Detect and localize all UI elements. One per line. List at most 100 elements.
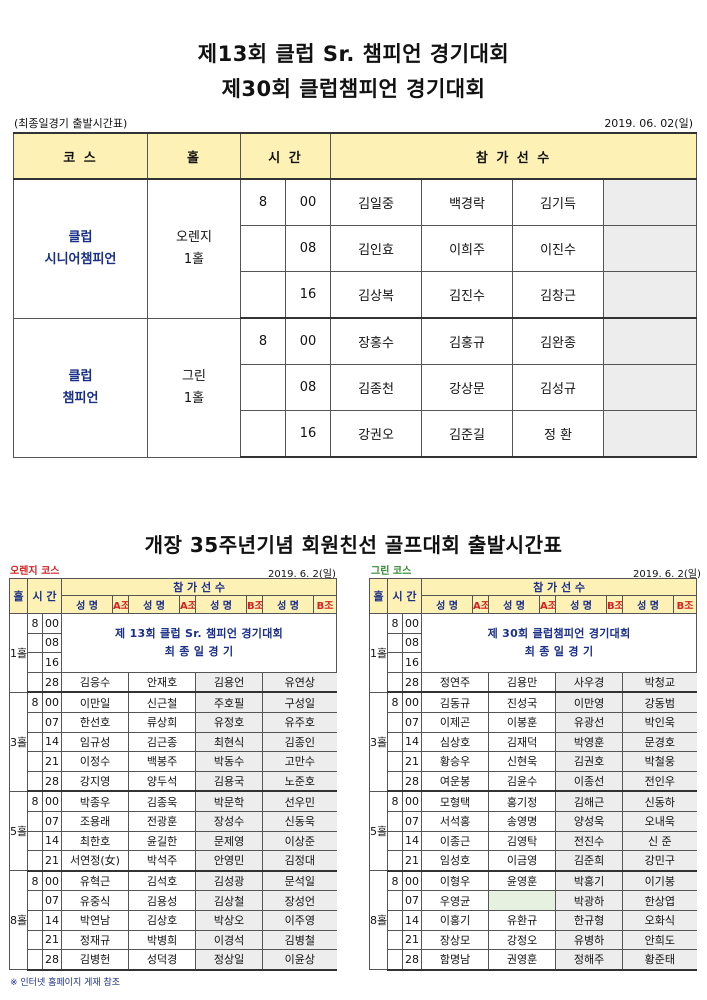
tee-hour	[387, 810, 403, 832]
tee-hour	[387, 652, 403, 673]
player-name: 문경호	[622, 731, 697, 753]
player-name: 안영민	[195, 850, 263, 872]
main-title-line2: 제30회 클럽챔피언 경기대회	[221, 77, 486, 101]
tee-hour	[387, 850, 403, 872]
tee-hour	[27, 890, 43, 911]
tee-minute: 16	[284, 271, 332, 319]
hole-label: 5홀	[9, 790, 28, 872]
note-line: 제 13회 클럽 Sr. 챔피언 경기대회	[115, 626, 284, 640]
player-name: 김응수	[61, 671, 129, 694]
player-name: 문석일	[262, 870, 337, 892]
player-name: 한선호	[61, 711, 129, 733]
group-label: A조	[539, 595, 557, 614]
tee-minute: 07	[401, 810, 423, 832]
tee-hour	[27, 909, 43, 931]
player-name: 박홍기	[555, 870, 623, 892]
player-name: 이형우	[421, 870, 489, 892]
player-name: 김상철	[195, 890, 263, 911]
tee-hour	[27, 671, 43, 694]
hole-name-line: 1홀	[183, 251, 205, 267]
tee-hour	[387, 830, 403, 852]
player-name: 이상준	[262, 830, 337, 852]
top-table-row: 16 강권오 김준길 정 환	[14, 410, 698, 458]
player-name: 강민구	[622, 850, 697, 872]
player-name: 김성광	[195, 870, 263, 892]
hole-label: 3홀	[369, 691, 388, 792]
player-name: 한상엽	[622, 890, 697, 911]
schedule-row: 28 정연주 김용만 사우경 박청교	[370, 671, 697, 694]
tee-hour	[27, 830, 43, 852]
tee-minute: 00	[284, 178, 332, 226]
championship-note: 제 30회 클럽챔피언 경기대회 최 종 일 경 기	[421, 613, 698, 673]
date-label: 2019. 06. 02(일)	[604, 117, 693, 130]
player-name: 류상희	[128, 711, 196, 733]
player-name: 강권오	[330, 410, 423, 458]
player-name: 김인효	[330, 225, 423, 272]
tee-minute: 28	[41, 949, 63, 971]
col-course: 코 스	[13, 132, 148, 180]
final-round-start-table: 코 스 홀 시 간 참 가 선 수 클럽 시니어챔피언 오렌지 1홀 8 00 김일중 백경락…	[13, 132, 698, 458]
course-name-line: 챔피언	[62, 390, 99, 406]
schedule-row: 21 서연정(女) 박석주 안영민 김정대	[10, 850, 337, 872]
player-name: 신 준	[622, 830, 697, 852]
schedule-row: 14 최한호 윤길한 문제영 이상준	[10, 830, 337, 852]
hole-label: 8홀	[369, 870, 388, 971]
tee-hour	[387, 909, 403, 931]
green-course-label: 그린 코스	[371, 566, 412, 577]
orange-date: 2019. 6. 2(일)	[268, 569, 336, 580]
name-label: 성 명	[195, 595, 248, 614]
player-name: 김종인	[262, 731, 337, 753]
hole-name: 그린 1홀	[147, 317, 241, 458]
tee-minute: 00	[284, 317, 332, 365]
tee-hour	[27, 731, 43, 753]
player-name: 김상복	[330, 271, 423, 319]
group-label: B조	[313, 595, 338, 614]
group-label: A조	[179, 595, 197, 614]
schedule-row: 3홀 8 00 김동규 진성국 이만영 강동범	[369, 691, 697, 792]
tee-hour: 8	[240, 178, 286, 226]
col-hole: 홀	[369, 578, 388, 614]
player-name: 박병희	[128, 929, 196, 951]
player-name: 진성국	[488, 691, 556, 713]
player-name: 강지영	[61, 770, 129, 793]
orange-course-label: 오렌지 코스	[10, 566, 60, 577]
schedule-row: 5홀 8 00 모형택 홍기정 김해근 신동하	[369, 790, 697, 872]
tee-hour: 8	[387, 613, 403, 634]
tee-hour	[27, 751, 43, 772]
player-name: 박광하	[555, 890, 623, 911]
tee-hour	[240, 271, 286, 319]
name-label: 성 명	[61, 595, 114, 614]
name-label: 성 명	[555, 595, 608, 614]
player-name: 성덕경	[128, 949, 196, 971]
player-name: 유혁근	[61, 870, 129, 892]
tee-minute: 16	[284, 410, 332, 458]
tee-hour	[387, 929, 403, 951]
player-name: 신현욱	[488, 751, 556, 772]
schedule-row: 08	[10, 632, 337, 654]
tee-minute: 21	[41, 929, 63, 951]
empty-player-slot	[603, 317, 698, 365]
name-label: 성 명	[488, 595, 541, 614]
tee-hour: 8	[27, 790, 43, 812]
player-name: 김정대	[262, 850, 337, 872]
player-name: 박연남	[61, 909, 129, 931]
schedule-row: 14 박연남 김상호 박상오 이주영	[10, 909, 337, 931]
tee-hour: 8	[27, 613, 43, 634]
tee-hour	[240, 225, 286, 272]
group-label: B조	[606, 595, 624, 614]
player-name: 정재규	[61, 929, 129, 951]
tee-hour	[387, 751, 403, 772]
tee-minute: 00	[41, 870, 63, 892]
note-line: 최 종 일 경 기	[164, 644, 234, 658]
player-name: 이윤상	[262, 949, 337, 971]
tee-minute: 07	[41, 711, 63, 733]
tee-minute: 21	[401, 850, 423, 872]
player-name: 우영균	[421, 890, 489, 911]
group-label: A조	[112, 595, 130, 614]
top-table-row: 08 김종천 강상문 김성규	[14, 364, 698, 411]
player-name: 백경락	[421, 178, 514, 226]
tee-hour	[387, 632, 403, 654]
player-name: 신동욱	[262, 810, 337, 832]
